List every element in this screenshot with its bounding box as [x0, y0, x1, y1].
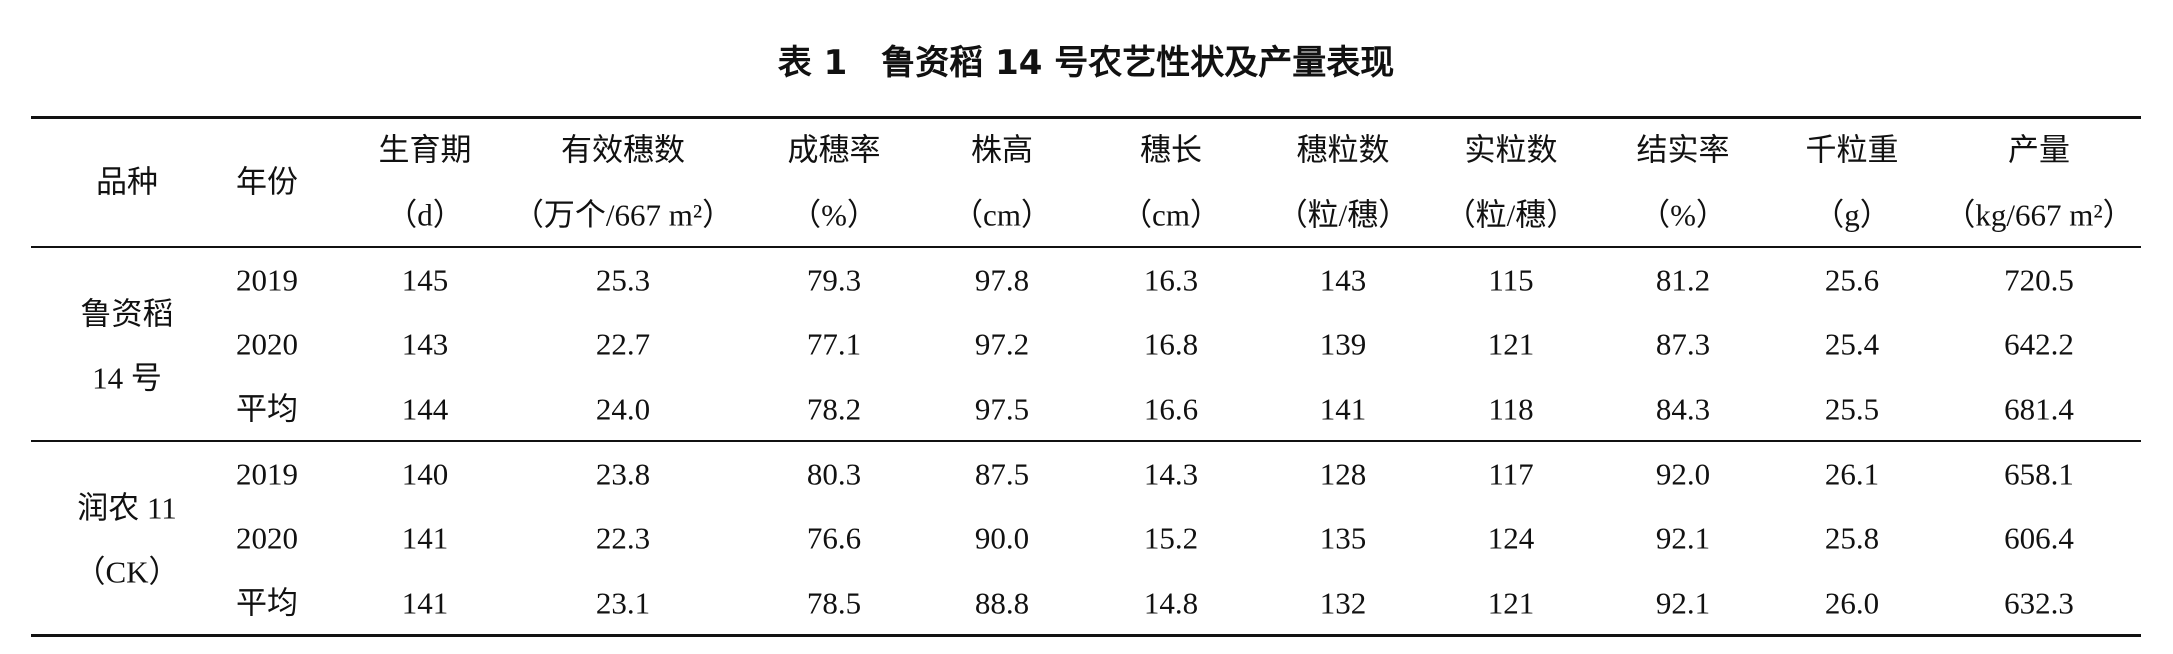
value-cell: 16.8 — [1143, 326, 1199, 362]
year-cell: 平均 — [236, 391, 298, 427]
value-cell: 26.1 — [1824, 456, 1880, 492]
column-unit: （g） — [1813, 197, 1891, 233]
value-cell: 143 — [1319, 262, 1367, 298]
column-header: 千粒重 — [1805, 132, 1899, 168]
column-unit: （cm） — [1121, 197, 1221, 233]
column-header: 株高 — [971, 132, 1033, 168]
value-cell: 720.5 — [2004, 262, 2074, 298]
value-cell: 88.8 — [974, 585, 1030, 621]
column-header: 有效穗数 — [561, 132, 685, 168]
value-cell: 22.7 — [595, 326, 651, 362]
variety-name: 润农 11 — [77, 490, 177, 526]
group-rule — [31, 440, 2141, 442]
column-header: 品种 — [96, 164, 158, 200]
year-cell: 2019 — [236, 456, 298, 492]
year-cell: 平均 — [236, 585, 298, 621]
value-cell: 97.2 — [974, 326, 1030, 362]
value-cell: 658.1 — [2004, 456, 2074, 492]
year-cell: 2020 — [236, 520, 298, 556]
column-header: 结实率 — [1636, 132, 1730, 168]
value-cell: 117 — [1488, 456, 1534, 492]
value-cell: 606.4 — [2004, 520, 2074, 556]
value-cell: 14.3 — [1143, 456, 1199, 492]
value-cell: 121 — [1487, 326, 1535, 362]
value-cell: 642.2 — [2004, 326, 2074, 362]
value-cell: 23.8 — [595, 456, 651, 492]
column-header: 穗粒数 — [1296, 132, 1390, 168]
value-cell: 90.0 — [974, 520, 1030, 556]
value-cell: 92.1 — [1655, 585, 1711, 621]
column-unit: （粒/穗） — [1444, 197, 1578, 233]
value-cell: 124 — [1487, 520, 1535, 556]
value-cell: 97.5 — [974, 391, 1030, 427]
variety-name: 14 号 — [92, 360, 162, 396]
value-cell: 25.3 — [595, 262, 651, 298]
value-cell: 24.0 — [595, 391, 651, 427]
value-cell: 26.0 — [1824, 585, 1880, 621]
year-cell: 2020 — [236, 326, 298, 362]
value-cell: 84.3 — [1655, 391, 1711, 427]
column-header: 穗长 — [1140, 132, 1202, 168]
column-unit: （d） — [386, 197, 464, 233]
value-cell: 78.5 — [806, 585, 862, 621]
value-cell: 76.6 — [806, 520, 862, 556]
value-cell: 79.3 — [806, 262, 862, 298]
value-cell: 25.8 — [1824, 520, 1880, 556]
value-cell: 143 — [401, 326, 449, 362]
value-cell: 128 — [1319, 456, 1367, 492]
value-cell: 25.5 — [1824, 391, 1880, 427]
value-cell: 97.8 — [974, 262, 1030, 298]
column-unit: （万个/667 m²） — [512, 197, 734, 233]
column-unit: （cm） — [952, 197, 1052, 233]
header-rule — [31, 246, 2141, 248]
value-cell: 118 — [1488, 391, 1534, 427]
value-cell: 115 — [1488, 262, 1534, 298]
value-cell: 140 — [401, 456, 449, 492]
value-cell: 92.0 — [1655, 456, 1711, 492]
value-cell: 80.3 — [806, 456, 862, 492]
value-cell: 25.4 — [1824, 326, 1880, 362]
column-header: 实粒数 — [1464, 132, 1558, 168]
column-header: 产量 — [2008, 132, 2070, 168]
column-header: 成穗率 — [787, 132, 881, 168]
value-cell: 22.3 — [595, 520, 651, 556]
table-title: 表 1 鲁资稻 14 号农艺性状及产量表现 — [777, 43, 1395, 83]
column-unit: （%） — [1639, 197, 1727, 233]
value-cell: 16.3 — [1143, 262, 1199, 298]
column-unit: （粒/穗） — [1276, 197, 1410, 233]
bottom-rule — [31, 634, 2141, 637]
value-cell: 132 — [1319, 585, 1367, 621]
value-cell: 77.1 — [806, 326, 862, 362]
value-cell: 87.3 — [1655, 326, 1711, 362]
value-cell: 632.3 — [2004, 585, 2074, 621]
value-cell: 81.2 — [1655, 262, 1711, 298]
value-cell: 78.2 — [806, 391, 862, 427]
column-header: 生育期 — [378, 132, 472, 168]
value-cell: 141 — [1319, 391, 1367, 427]
value-cell: 121 — [1487, 585, 1535, 621]
value-cell: 135 — [1319, 520, 1367, 556]
value-cell: 87.5 — [974, 456, 1030, 492]
value-cell: 16.6 — [1143, 391, 1199, 427]
value-cell: 141 — [401, 585, 449, 621]
value-cell: 92.1 — [1655, 520, 1711, 556]
variety-name: （CK） — [74, 554, 180, 590]
column-unit: （%） — [790, 197, 878, 233]
value-cell: 15.2 — [1143, 520, 1199, 556]
value-cell: 25.6 — [1824, 262, 1880, 298]
column-unit: （kg/667 m²） — [1944, 197, 2134, 233]
top-rule — [31, 116, 2141, 119]
value-cell: 139 — [1319, 326, 1367, 362]
year-cell: 2019 — [236, 262, 298, 298]
variety-name: 鲁资稻 — [80, 296, 174, 332]
value-cell: 23.1 — [595, 585, 651, 621]
value-cell: 14.8 — [1143, 585, 1199, 621]
value-cell: 141 — [401, 520, 449, 556]
value-cell: 144 — [401, 391, 449, 427]
column-header: 年份 — [236, 164, 298, 200]
value-cell: 145 — [401, 262, 449, 298]
value-cell: 681.4 — [2004, 391, 2074, 427]
